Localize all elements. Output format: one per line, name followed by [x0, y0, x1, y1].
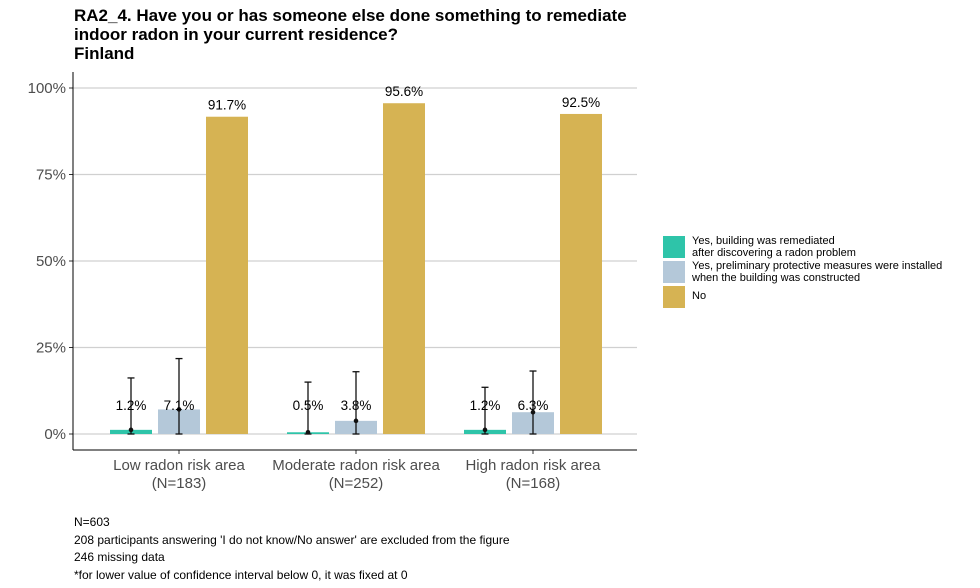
chart-title-line-1: RA2_4. Have you or has someone else done… [74, 6, 627, 25]
bar-cat1-series2 [383, 103, 425, 434]
point-cat0-series1 [176, 407, 182, 412]
x-tick-label-1-line-1: Moderate radon risk area [272, 457, 440, 474]
data-label-cat1-series0: 0.5% [293, 398, 324, 413]
footnote-excluded: 208 participants answering 'I do not kno… [74, 532, 510, 547]
data-label-cat2-series0: 1.2% [470, 398, 501, 413]
point-cat2-series1 [530, 409, 536, 415]
x-tick-label-0-line-1: Low radon risk area [113, 457, 245, 474]
x-tick-label-0-line-2: (N=183) [152, 475, 207, 492]
chart-title-line-3: Finland [74, 44, 135, 63]
footnote-n: N=603 [74, 515, 110, 529]
error-bars [127, 357, 537, 435]
legend-label-no: No [692, 290, 707, 303]
bar-cat2-series2 [560, 113, 602, 434]
point-cat2-series0 [482, 427, 488, 433]
data-label-cat2-series1: 6.3% [518, 398, 549, 413]
legend-label-preliminary-line-2: when the building was constructed [692, 271, 861, 284]
legend-key-remediated [663, 236, 685, 258]
y-tick-label-0: 0% [44, 426, 66, 443]
y-tick-label-75: 75% [36, 167, 66, 184]
data-label-cat0-series0: 1.2% [116, 398, 147, 413]
data-label-cat1-series2: 95.6% [385, 84, 423, 99]
chart-title: RA2_4. Have you or has someone else done… [74, 6, 714, 63]
legend-label-preliminary: Yes, preliminary protective measures wer… [692, 260, 943, 284]
point-cat1-series0 [305, 429, 311, 435]
y-tick-label-25: 25% [36, 340, 66, 357]
data-label-cat1-series1: 3.8% [341, 398, 372, 413]
footnotes: N=603 208 participants answering 'I do n… [74, 514, 510, 584]
point-cat1-series1 [353, 418, 359, 424]
legend-label-remediated-line-2: after discovering a radon problem [692, 246, 856, 259]
legend: Yes, building was remediated after disco… [663, 235, 978, 311]
legend-label-remediated-line-1: Yes, building was remediated [692, 235, 835, 247]
data-label-cat0-series2: 91.7% [208, 98, 246, 113]
data-label-cat0-series1: 7.1% [164, 398, 195, 413]
legend-key-preliminary [663, 261, 685, 283]
data-labels: 1.2% 7.1% 91.7% 0.5% 3.8% 95.6% 1.2% 6.3% 92.5% [116, 84, 601, 413]
x-tick-label-1-line-2: (N=252) [329, 475, 384, 492]
footnote-ci: *for lower value of confidence interval … [74, 567, 408, 582]
legend-label-preliminary-line-1: Yes, preliminary protective measures wer… [692, 260, 943, 272]
bar-cat0-series2 [206, 116, 248, 434]
footnote-missing: 246 missing data [74, 550, 165, 564]
gridlines [73, 87, 637, 435]
legend-item-remediated: Yes, building was remediated after disco… [663, 235, 978, 260]
legend-label-no-line-1: No [692, 290, 707, 302]
y-tick-label-100: 100% [28, 80, 66, 97]
legend-label-remediated: Yes, building was remediated after disco… [692, 235, 856, 259]
chart-title-line-2: indoor radon in your current residence? [74, 25, 398, 44]
point-cat0-series0 [128, 427, 134, 433]
x-tick-label-2-line-2: (N=168) [506, 475, 561, 492]
y-axis-ticks: 0% 25% 50% 75% 100% [28, 80, 73, 443]
bars [110, 103, 602, 434]
data-label-cat2-series2: 92.5% [562, 95, 600, 110]
legend-item-preliminary: Yes, preliminary protective measures wer… [663, 260, 978, 285]
legend-key-no [663, 286, 685, 308]
x-tick-label-2-line-1: High radon risk area [465, 457, 601, 474]
legend-item-no: No [663, 286, 978, 310]
y-tick-label-50: 50% [36, 253, 66, 270]
x-axis-ticks: Low radon risk area(N=183) Moderate radon… [113, 450, 601, 492]
